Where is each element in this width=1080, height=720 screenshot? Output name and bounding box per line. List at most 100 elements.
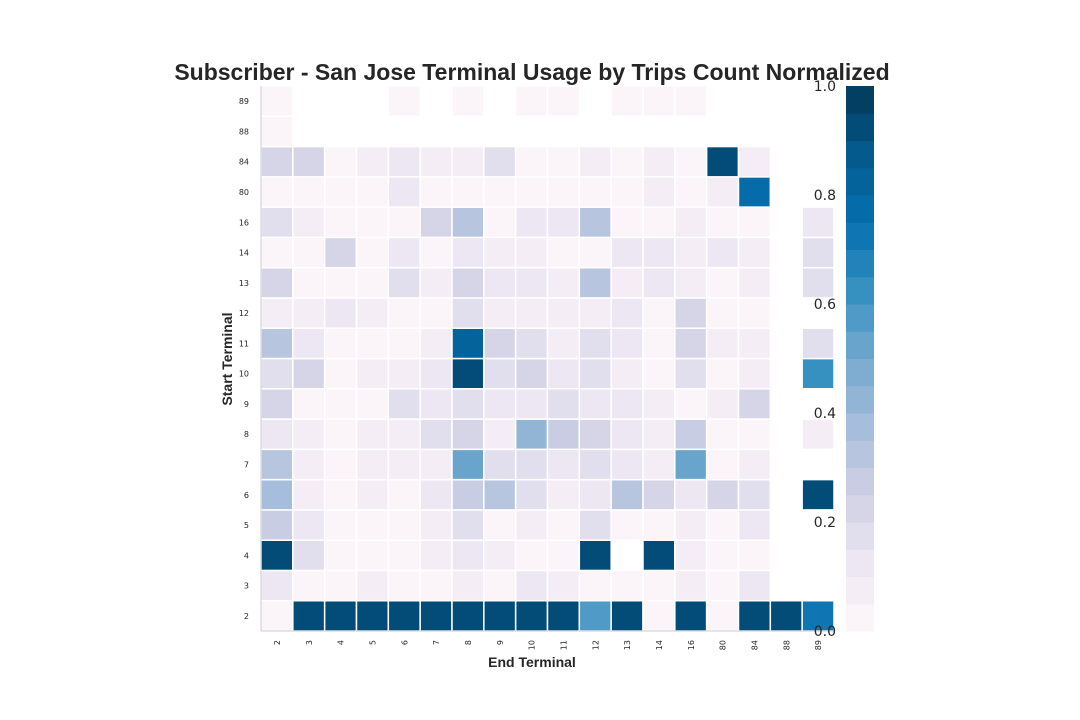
heatmap-cell (642, 418, 676, 451)
colorbar-segment (846, 113, 874, 141)
heatmap-cell (292, 176, 326, 208)
heatmap-cell (323, 599, 358, 632)
heatmap-cell (546, 509, 581, 541)
heatmap-cell (546, 539, 581, 572)
heatmap-cell (451, 85, 485, 118)
x-tick-label: 5 (368, 640, 377, 645)
heatmap-cell (578, 388, 612, 420)
heatmap-cell (419, 266, 453, 299)
colorbar-segment (846, 494, 874, 523)
x-tick-label: 7 (432, 640, 441, 645)
heatmap-cell (260, 539, 294, 572)
heatmap-cell (737, 509, 772, 541)
heatmap-cell (737, 478, 772, 511)
heatmap-cell (674, 509, 708, 541)
heatmap-cell (387, 266, 421, 299)
heatmap-cell (674, 478, 708, 511)
heatmap-cell (419, 297, 453, 329)
heatmap-cell (705, 176, 740, 208)
heatmap-cell (292, 388, 326, 420)
colorbar-segment (846, 167, 874, 196)
colorbar-segment (846, 358, 874, 387)
heatmap-cell (451, 266, 485, 299)
heatmap-cell (705, 327, 740, 360)
heatmap-cell (737, 145, 772, 178)
heatmap-cell (705, 539, 740, 572)
heatmap-cell (705, 236, 740, 269)
heatmap-cell (578, 478, 612, 511)
heatmap-cell (260, 599, 294, 632)
heatmap-cell (451, 236, 485, 269)
colorbar-segment (846, 304, 874, 332)
heatmap-cell (355, 569, 390, 602)
heatmap-cell (610, 236, 644, 269)
heatmap-cell (323, 327, 358, 360)
x-tick-label: 84 (750, 640, 759, 650)
heatmap-cell (642, 327, 676, 360)
heatmap-cell (323, 236, 358, 269)
heatmap-cell (546, 418, 581, 451)
x-tick-label: 16 (687, 640, 696, 650)
heatmap-cell (801, 327, 835, 360)
heatmap-cell (483, 297, 517, 329)
heatmap-cell (451, 327, 485, 360)
heatmap-cell (419, 357, 453, 390)
heatmap-cell (737, 266, 772, 299)
colorbar-tick-label: 0.0 (814, 624, 836, 640)
heatmap-cell (451, 206, 485, 239)
heatmap-cell (674, 418, 708, 451)
x-tick-label: 11 (559, 640, 568, 650)
heatmap-cell (292, 569, 326, 602)
heatmap-cell (578, 539, 612, 572)
heatmap-cell (737, 327, 772, 360)
heatmap-cell (737, 418, 772, 451)
heatmap-cell (355, 266, 390, 299)
heatmap-cell (387, 206, 421, 239)
heatmap-cell (483, 327, 517, 360)
x-tick-label: 88 (782, 640, 791, 650)
heatmap-cell (514, 297, 549, 329)
heatmap-cell (578, 327, 612, 360)
x-tick-label: 89 (814, 640, 823, 650)
heatmap-cell (674, 448, 708, 481)
heatmap-cell (610, 448, 644, 481)
heatmap-cell (705, 448, 740, 481)
y-tick-label: 12 (239, 309, 249, 318)
colorbar-segment (846, 522, 874, 550)
heatmap-cell (546, 448, 581, 481)
y-tick-label: 8 (244, 430, 249, 439)
heatmap-cell (323, 357, 358, 390)
heatmap-cell (642, 236, 676, 269)
heatmap-cell (451, 448, 485, 481)
heatmap-cell (387, 539, 421, 572)
colorbar-tick-label: 0.4 (814, 406, 836, 422)
heatmap-cell (514, 206, 549, 239)
colorbar-segment (846, 249, 874, 278)
y-tick-label: 6 (244, 491, 249, 500)
heatmap-cell (674, 569, 708, 602)
heatmap-cell (355, 145, 390, 178)
heatmap-cell (292, 599, 326, 632)
heatmap-cell (514, 357, 549, 390)
heatmap-cell (355, 176, 390, 208)
heatmap-cell (610, 297, 644, 329)
heatmap-cell (292, 297, 326, 329)
heatmap-cell (451, 599, 485, 632)
heatmap-cell (419, 327, 453, 360)
heatmap-cell (674, 236, 708, 269)
heatmap-cell (387, 145, 421, 178)
heatmap-cell (514, 176, 549, 208)
heatmap-cell (323, 569, 358, 602)
heatmap-cell (801, 266, 835, 299)
heatmap-cell (387, 509, 421, 541)
y-tick-label: 13 (239, 279, 249, 288)
y-tick-label: 7 (244, 460, 249, 469)
heatmap-cell (292, 418, 326, 451)
heatmap-cell (546, 206, 581, 239)
heatmap-cell (483, 509, 517, 541)
heatmap-cell (387, 357, 421, 390)
heatmap-cell (546, 266, 581, 299)
heatmap-cell (387, 297, 421, 329)
heatmap-cell (451, 145, 485, 178)
